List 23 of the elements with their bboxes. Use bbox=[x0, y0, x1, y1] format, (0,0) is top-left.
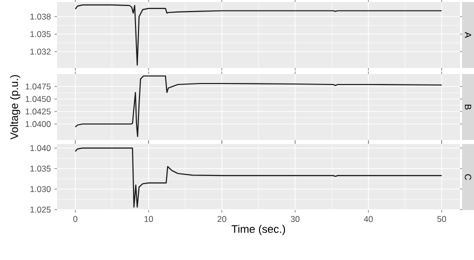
line-series bbox=[74, 75, 442, 138]
y-tick-label: 1.0400 bbox=[26, 121, 51, 127]
x-tick-label: 20 bbox=[218, 216, 226, 222]
y-tick-label: 1.0425 bbox=[26, 108, 51, 114]
y-tick-label: 1.032 bbox=[30, 48, 51, 55]
y-tick-label: 1.035 bbox=[30, 166, 51, 172]
y-tick-label: 1.038 bbox=[30, 14, 51, 20]
y-axis-title: Voltage (p.u.) bbox=[10, 75, 20, 140]
x-axis-title: Time (sec.) bbox=[232, 224, 286, 236]
y-tick-label: 1.040 bbox=[30, 145, 51, 152]
y-tick-label: 1.0475 bbox=[26, 84, 51, 90]
y-tick-label: 1.035 bbox=[30, 31, 51, 38]
x-tick-label: 50 bbox=[437, 216, 446, 222]
text: A bbox=[464, 32, 472, 38]
text: C bbox=[464, 174, 472, 180]
x-tick-label: 10 bbox=[144, 216, 153, 222]
text: B bbox=[464, 104, 472, 110]
y-tick-label: 1.025 bbox=[30, 206, 51, 213]
x-tick-label: 30 bbox=[290, 216, 300, 222]
y-tick-label: 1.030 bbox=[30, 186, 51, 192]
x-tick-label: 40 bbox=[364, 216, 373, 222]
x-tick-label: 0 bbox=[73, 216, 78, 222]
y-tick-label: 1.0450 bbox=[26, 96, 51, 102]
